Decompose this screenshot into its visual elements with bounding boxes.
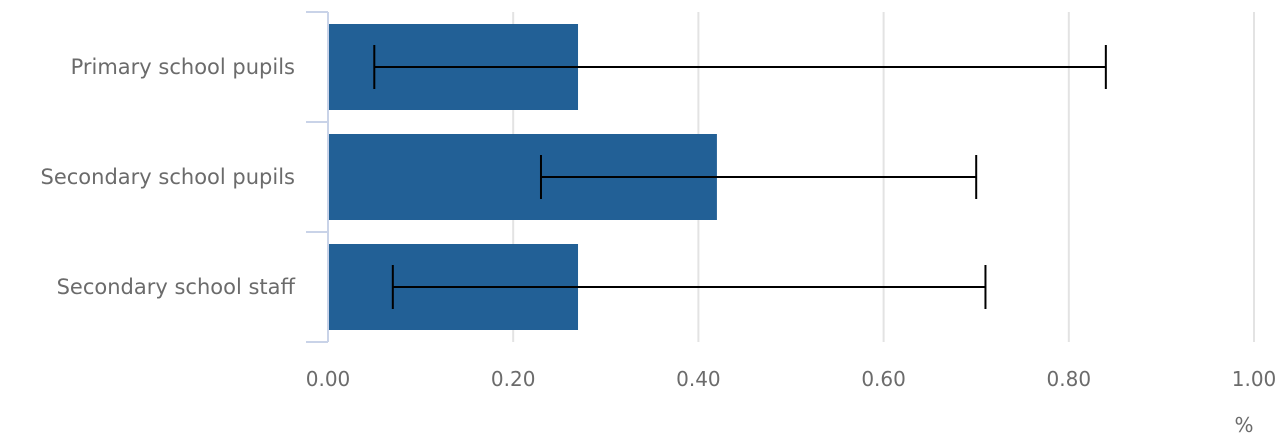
category-label: Secondary school staff	[57, 275, 296, 299]
x-tick-label: 0.00	[306, 367, 351, 391]
category-labels: Primary school pupils Secondary school pu…	[41, 55, 296, 299]
error-bars	[373, 45, 1107, 309]
error-bar	[391, 265, 987, 309]
x-tick-labels: 0.00 0.20 0.40 0.60 0.80 1.00	[306, 367, 1277, 391]
category-label: Secondary school pupils	[41, 165, 295, 189]
category-axis	[306, 11, 329, 343]
category-label: Primary school pupils	[71, 55, 295, 79]
x-tick-label: 1.00	[1232, 367, 1277, 391]
error-bar	[373, 45, 1107, 89]
x-tick-label: 0.20	[491, 367, 536, 391]
x-tick-label: 0.60	[861, 367, 906, 391]
x-unit-label: %	[1234, 413, 1253, 434]
x-tick-label: 0.40	[676, 367, 721, 391]
error-bar	[539, 155, 978, 199]
x-tick-label: 0.80	[1047, 367, 1092, 391]
